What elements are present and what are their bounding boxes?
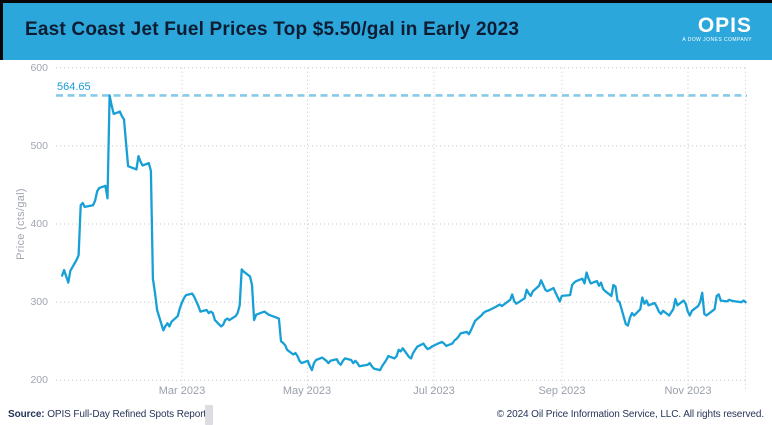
source-label: Source:: [8, 409, 45, 420]
y-tick-500: 500: [30, 139, 48, 152]
chart-header: East Coast Jet Fuel Prices Top $5.50/gal…: [0, 3, 772, 60]
y-tick-400: 400: [30, 218, 48, 230]
copyright-note: © 2024 Oil Price Information Service, LL…: [496, 409, 764, 420]
opis-logo-wordmark: OPIS: [697, 14, 752, 37]
max-price-annotation: 564.65: [57, 81, 91, 94]
x-tick-mar-2023: Mar 2023: [158, 385, 206, 397]
x-tick-may-2023: May 2023: [282, 385, 332, 397]
x-tick-nov-2023: Nov 2023: [664, 385, 712, 397]
price-line-series: [60, 94, 747, 372]
y-tick-300: 300: [30, 296, 48, 309]
x-tick-jul-2023: Jul 2023: [413, 385, 455, 397]
source-text: OPIS Full-Day Refined Spots Report: [44, 409, 207, 420]
opis-logo: OPIS A DOW JONES COMPANY: [682, 14, 752, 43]
price-chart: [56, 67, 747, 392]
gridlines: [56, 67, 747, 392]
opis-logo-tagline: A DOW JONES COMPANY: [682, 37, 752, 43]
y-tick-600: 600: [30, 61, 48, 74]
x-tick-sep-2023: Sep 2023: [538, 385, 586, 397]
scrollbar-thumb[interactable]: [205, 405, 213, 425]
source-note: Source: OPIS Full-Day Refined Spots Repo…: [8, 409, 206, 420]
y-tick-200: 200: [30, 374, 48, 387]
footer: Source: OPIS Full-Day Refined Spots Repo…: [0, 401, 772, 425]
page-title: East Coast Jet Fuel Prices Top $5.50/gal…: [25, 18, 520, 40]
